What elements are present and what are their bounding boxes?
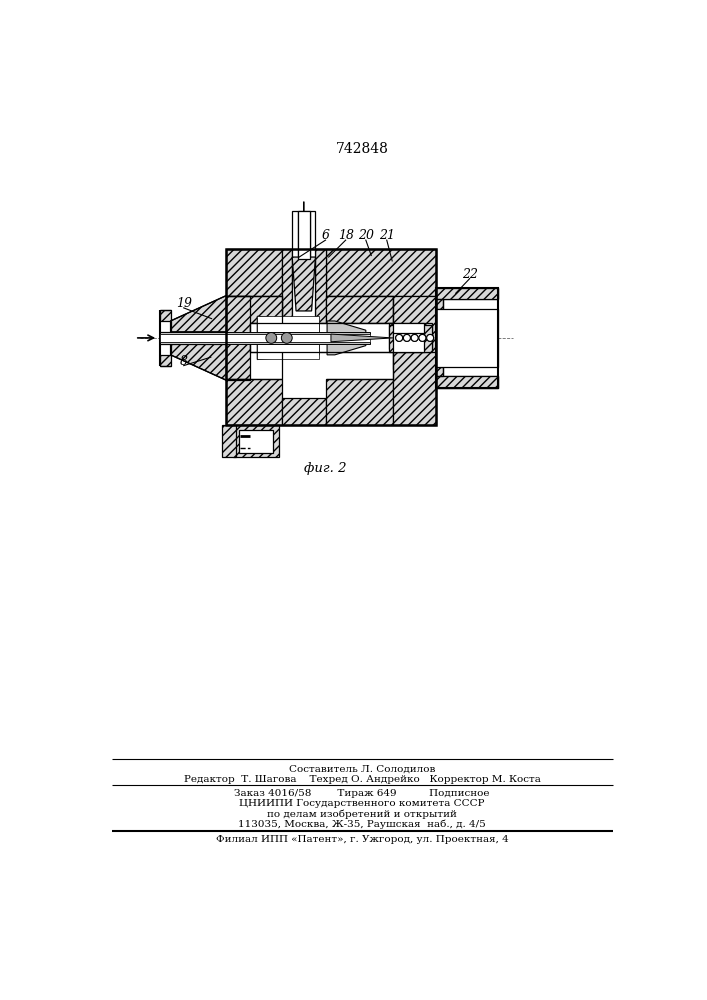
Text: 6: 6 [322,229,329,242]
Bar [389,325,432,352]
Circle shape [281,333,292,343]
Text: фиг. 2: фиг. 2 [303,462,346,475]
Bar [292,211,315,323]
Polygon shape [257,316,320,332]
Text: 113035, Москва, Ж-35, Раушская  наб., д. 4/5: 113035, Москва, Ж-35, Раушская наб., д. … [238,819,486,829]
Polygon shape [436,367,498,388]
Bar [393,323,424,342]
Text: Составитель Л. Солодилов: Составитель Л. Солодилов [288,764,435,773]
Polygon shape [170,296,226,332]
Polygon shape [331,334,393,342]
Text: Филиал ИПП «Патент», г. Ужгород, ул. Проектная, 4: Филиал ИПП «Патент», г. Ужгород, ул. Про… [216,835,508,844]
Circle shape [411,334,418,341]
Bar [160,334,370,342]
Circle shape [426,334,433,341]
Polygon shape [160,310,170,321]
Circle shape [419,334,426,341]
Polygon shape [160,342,370,344]
Polygon shape [170,344,226,380]
Bar [226,249,282,296]
Bar [325,296,393,323]
Bar [226,296,250,379]
Circle shape [396,334,403,341]
Text: Заказ 4016/58        Тираж 649          Подписное: Заказ 4016/58 Тираж 649 Подписное [234,789,490,798]
Bar [436,288,498,388]
Bar [226,379,282,425]
Bar [436,376,498,388]
Bar [250,323,393,352]
Bar [239,430,273,453]
Bar [257,316,320,359]
Bar [226,249,436,425]
Bar [233,425,279,457]
Bar [393,333,424,352]
Circle shape [426,334,433,341]
Text: Редактор  Т. Шагова    Техред О. Андрейко   Корректор М. Коста: Редактор Т. Шагова Техред О. Андрейко Ко… [184,774,540,784]
Text: 21: 21 [379,229,395,242]
Bar [223,425,236,457]
Text: ЦНИИПИ Государственного комитета СССР: ЦНИИПИ Государственного комитета СССР [239,799,485,808]
Bar [393,352,436,425]
Polygon shape [160,355,170,366]
Polygon shape [292,257,315,311]
Text: 742848: 742848 [336,142,388,156]
Polygon shape [160,332,370,334]
Bar [315,249,325,323]
Circle shape [266,333,276,343]
Bar [226,296,282,323]
Circle shape [396,334,403,341]
Bar [389,323,432,349]
Bar [170,332,226,344]
Circle shape [404,334,410,341]
Bar [325,379,393,425]
Polygon shape [436,288,498,309]
Text: 8: 8 [180,355,187,368]
Text: 18: 18 [338,229,354,242]
Bar [436,288,498,299]
Polygon shape [327,321,366,355]
Text: 20: 20 [358,229,374,242]
Bar [282,249,292,323]
Polygon shape [257,344,320,359]
Text: 22: 22 [462,267,478,280]
Bar [325,249,436,296]
Text: по делам изобретений и открытий: по делам изобретений и открытий [267,809,457,819]
Text: 19: 19 [176,297,192,310]
Circle shape [404,334,410,341]
Circle shape [419,334,426,341]
Bar [298,211,310,259]
Circle shape [411,334,418,341]
Bar [436,309,498,367]
Bar [282,398,325,425]
Polygon shape [226,379,250,380]
Bar [393,296,436,369]
Bar [160,332,170,344]
